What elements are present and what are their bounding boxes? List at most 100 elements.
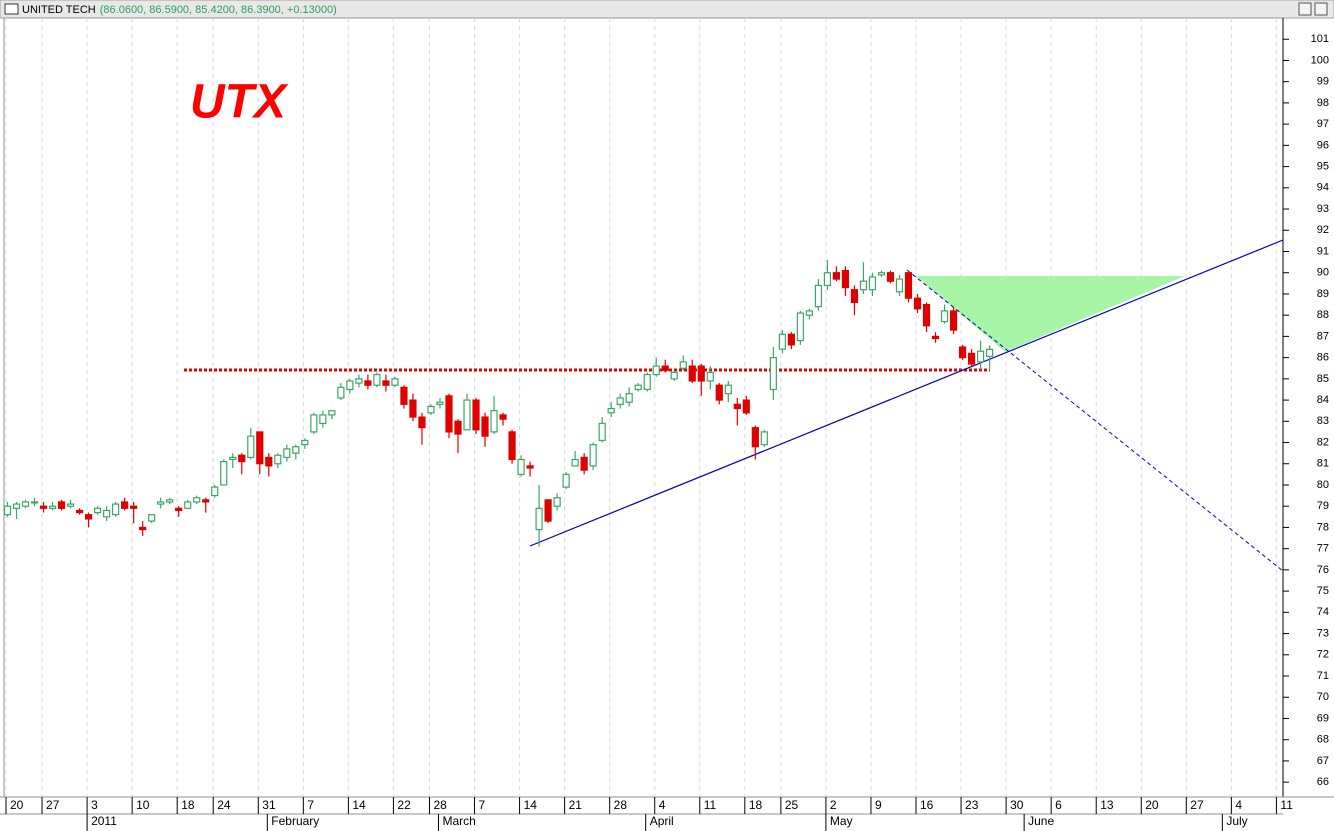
candle-body (724, 384, 732, 395)
x-tick-label: 2 (830, 798, 837, 812)
y-tick-label: 78 (1317, 521, 1329, 533)
y-tick-label: 97 (1317, 118, 1329, 130)
candle-body (445, 395, 453, 433)
candle-body (598, 422, 606, 442)
candle-body (148, 514, 156, 522)
candle-body (409, 399, 417, 418)
x-tick-label: 11 (1280, 798, 1293, 812)
candle-body (292, 446, 300, 454)
x-tick-label: 27 (46, 798, 60, 812)
x-tick-label: 4 (659, 798, 666, 812)
y-tick-label: 77 (1317, 543, 1329, 555)
candle-body (130, 505, 138, 509)
candle-body (247, 435, 255, 458)
candle-body (787, 333, 795, 346)
candle-body (229, 456, 237, 461)
y-tick-label: 75 (1317, 585, 1329, 597)
x-tick-label: 11 (704, 798, 717, 812)
candle-body (373, 373, 381, 386)
candle-body (301, 439, 309, 446)
candle-body (814, 284, 823, 308)
candle-body (256, 431, 264, 465)
candle-body (274, 454, 282, 465)
candle-body (184, 501, 192, 509)
y-tick-label: 71 (1317, 670, 1329, 682)
x-tick-label: 7 (307, 798, 314, 812)
candle-body (3, 505, 12, 516)
candle-body (931, 335, 940, 340)
x-tick-label: 20 (10, 798, 24, 812)
candle-body (697, 365, 705, 382)
candle-body (940, 310, 949, 323)
candle-body (571, 458, 579, 467)
x-tick-label: 25 (785, 798, 799, 812)
candle-body (75, 509, 84, 514)
y-tick-label: 69 (1317, 712, 1329, 724)
candle-body (175, 507, 183, 512)
candle-body (463, 399, 471, 431)
candle-body (346, 380, 354, 391)
y-tick-label: 67 (1317, 755, 1329, 767)
x-tick-label: 3 (91, 798, 98, 812)
y-tick-label: 83 (1317, 415, 1329, 427)
candle-body (220, 461, 228, 486)
candle-body (553, 497, 561, 507)
x-tick-label: 6 (1055, 798, 1062, 812)
candle-body (21, 501, 30, 507)
candle-body (84, 514, 93, 520)
window-icon (4, 3, 19, 15)
x-tick-label: 16 (920, 798, 934, 812)
candle-body (508, 431, 516, 461)
candle-body (490, 410, 498, 433)
candle-body (886, 272, 895, 282)
candle-body (418, 416, 426, 429)
candle-body (796, 312, 804, 342)
candle-body (922, 303, 931, 327)
candle-body (643, 373, 651, 391)
candle-body (48, 505, 57, 509)
x-tick-label: 22 (397, 798, 411, 812)
y-tick-label: 85 (1317, 373, 1329, 385)
maximize-button[interactable] (1314, 2, 1328, 16)
candle-body (733, 403, 741, 410)
month-label: June (1028, 814, 1054, 828)
candle-body (976, 350, 985, 363)
candle-body (283, 448, 291, 458)
candle-body (715, 384, 723, 401)
candle-body (319, 414, 327, 425)
candle-body (328, 410, 336, 416)
month-label: 2011 (91, 814, 117, 828)
x-tick-label: 28 (433, 798, 447, 812)
target-triangle (916, 276, 1185, 352)
candle-body (706, 371, 714, 382)
y-tick-label: 98 (1317, 97, 1329, 109)
candle-body (670, 371, 678, 380)
candle-body (454, 420, 462, 435)
candle-body (472, 399, 480, 431)
x-tick-label: 18 (749, 798, 763, 812)
y-tick-label: 94 (1317, 182, 1329, 194)
restore-button[interactable] (1298, 2, 1312, 16)
y-tick-label: 90 (1317, 267, 1329, 279)
candle-body (382, 380, 390, 386)
candle-body (166, 499, 174, 503)
candle-body (661, 365, 669, 371)
x-tick-label: 13 (1100, 798, 1114, 812)
candle-body (616, 397, 624, 405)
candle-body (850, 289, 859, 304)
candle-body (823, 272, 832, 287)
candle-body (778, 333, 786, 350)
candle-body (112, 503, 120, 516)
candle-body (265, 456, 273, 467)
y-tick-label: 82 (1317, 436, 1329, 448)
x-tick-label: 23 (965, 798, 979, 812)
candle-body (66, 503, 75, 507)
candle-body (877, 272, 886, 276)
chart-title: UNITED TECH (22, 4, 96, 16)
x-tick-label: 9 (875, 798, 882, 812)
ticker-annotation: UTX (190, 76, 289, 129)
candle-body (157, 501, 165, 505)
candle-body (985, 348, 994, 357)
candle-body (400, 386, 408, 405)
candle-body (841, 269, 850, 289)
